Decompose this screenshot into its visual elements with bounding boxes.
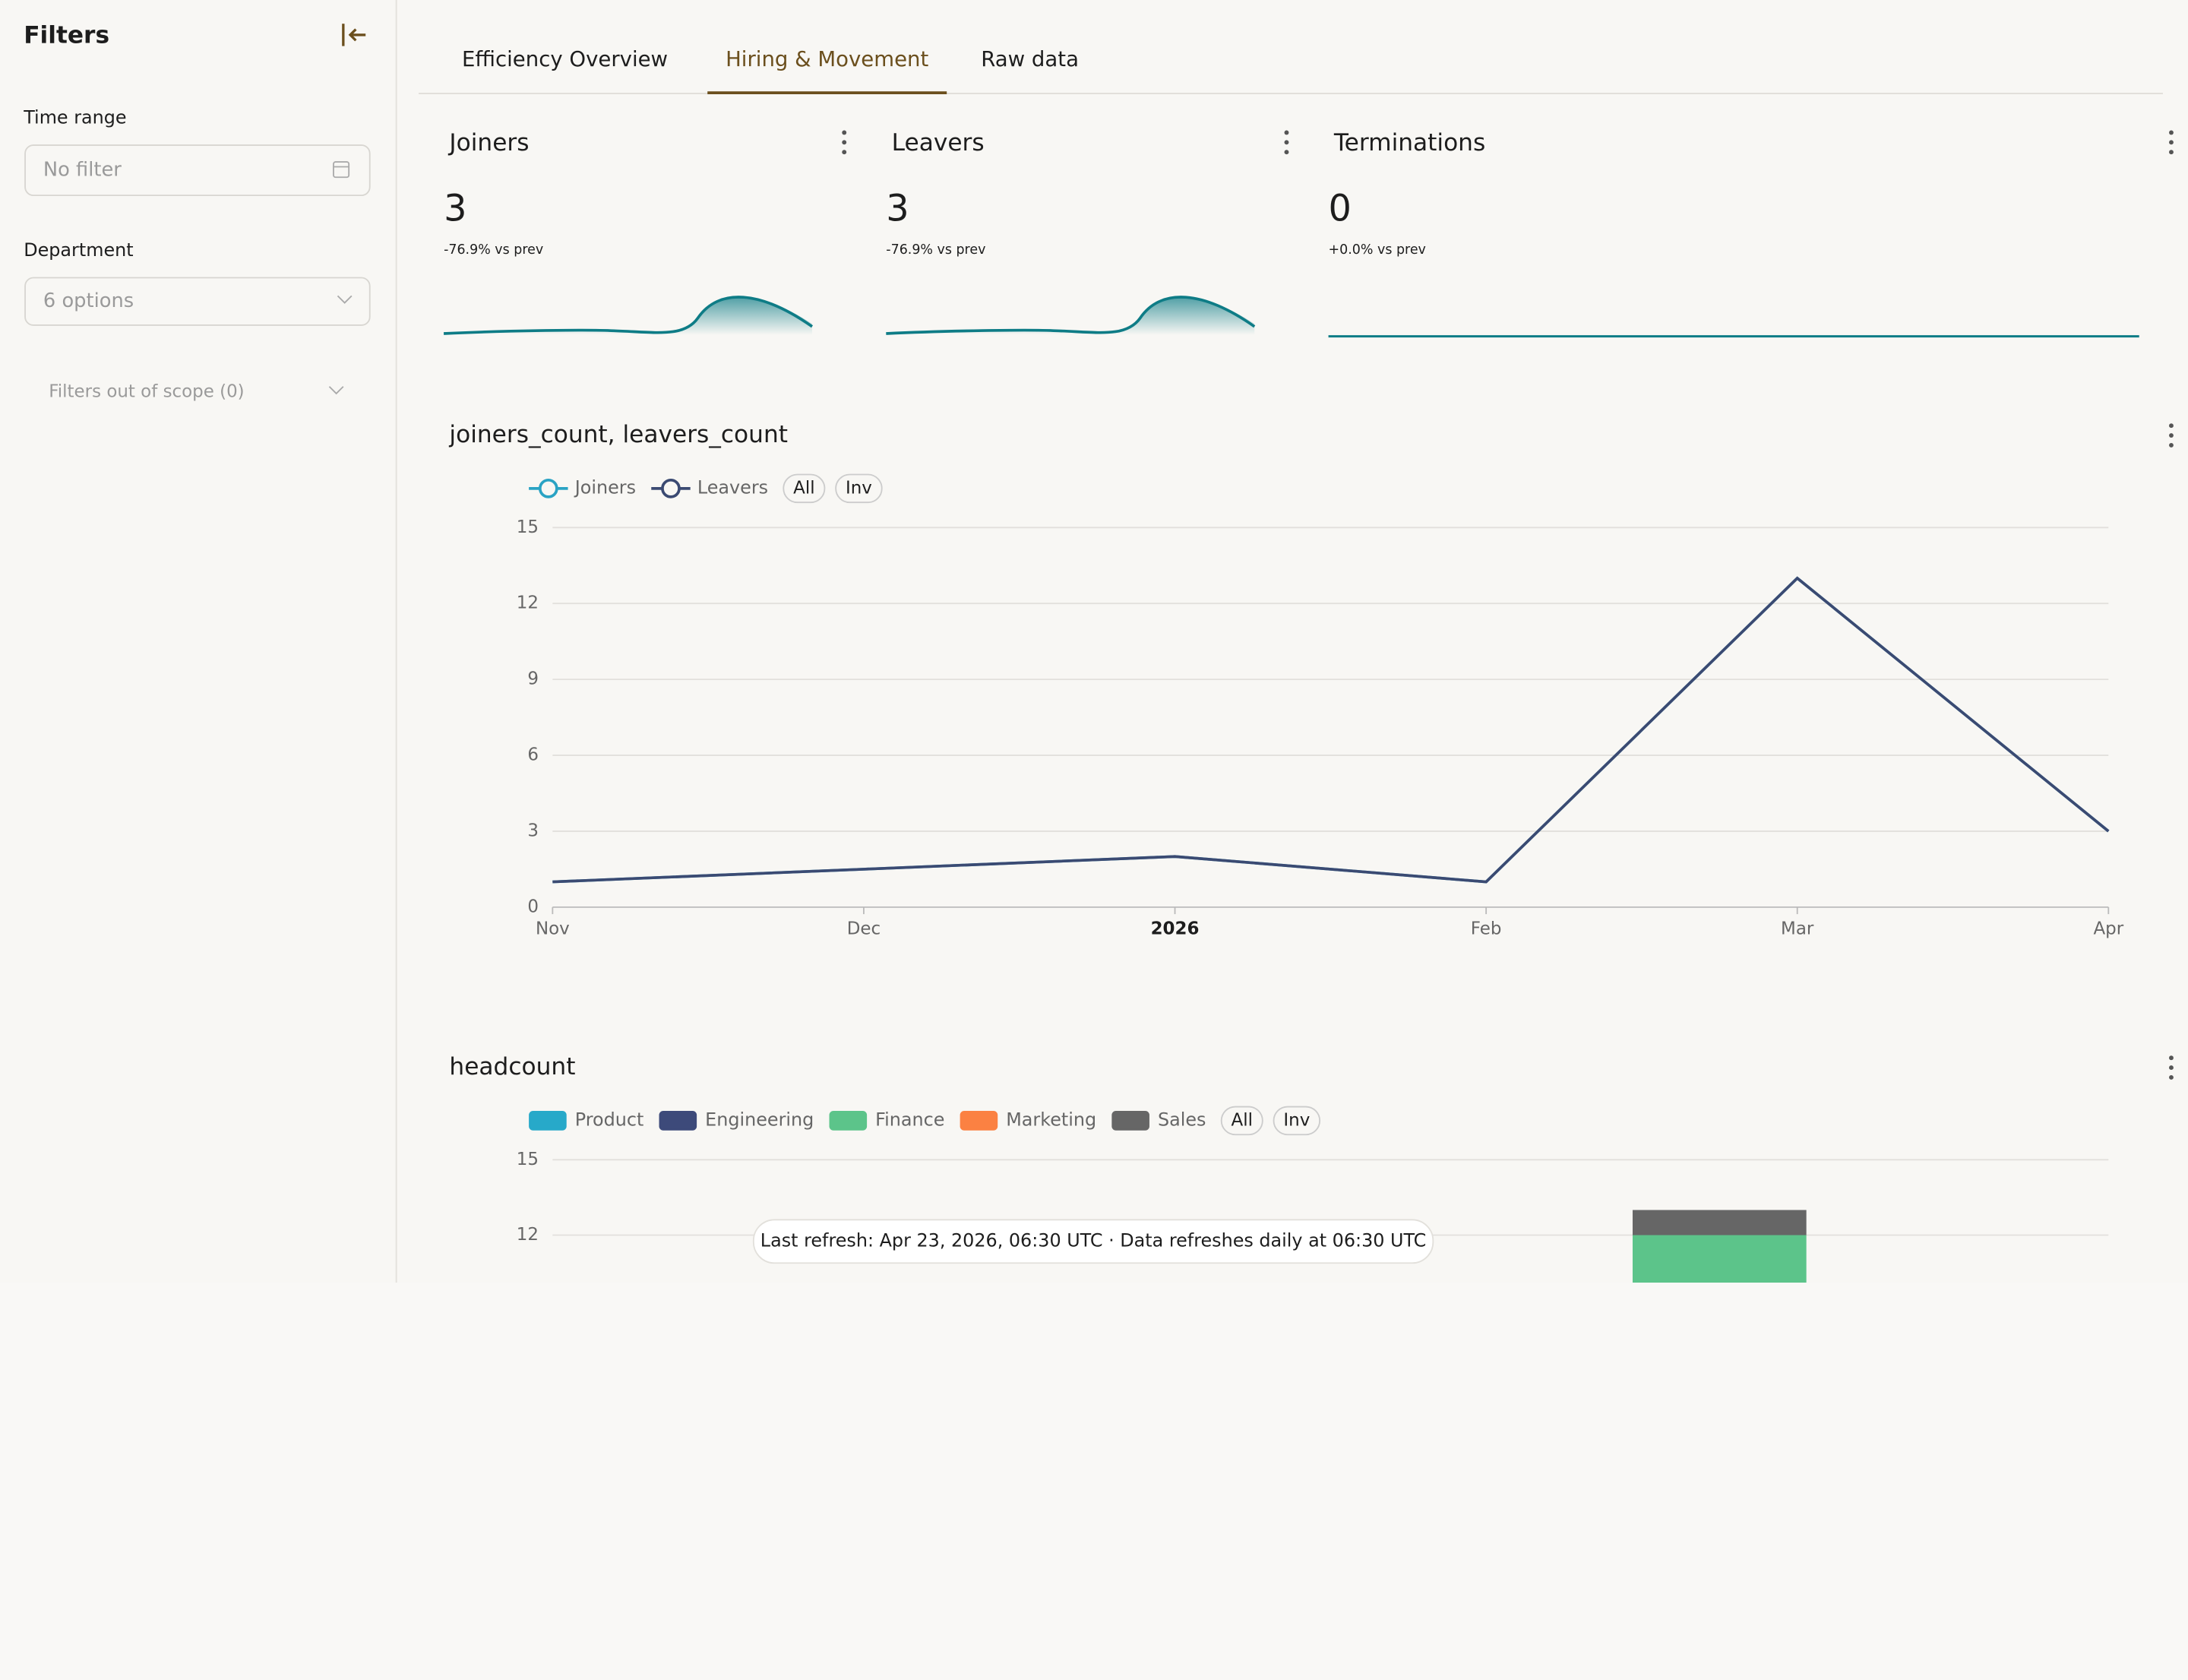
x-tick-label: Mar	[1781, 919, 1814, 939]
menu-dot[interactable]	[842, 150, 847, 155]
legend-swatch	[529, 1111, 567, 1131]
y-tick-label: 15	[517, 517, 539, 537]
legend-marker	[661, 479, 681, 498]
menu-dot[interactable]	[842, 140, 847, 145]
legend-swatch	[829, 1111, 868, 1131]
y-tick-label: 6	[527, 745, 539, 765]
menu-dot[interactable]	[2169, 433, 2174, 438]
legend-swatch	[1111, 1111, 1149, 1131]
series-line	[552, 576, 2110, 884]
legend-swatch	[960, 1111, 998, 1131]
tab[interactable]: Hiring & Movement	[726, 47, 928, 71]
x-tick-label: 2026	[1151, 919, 1200, 939]
legend-label[interactable]: Finance	[875, 1109, 944, 1130]
legend-button[interactable]	[835, 473, 883, 504]
chart-title: headcount	[449, 1053, 575, 1080]
legend-button-label[interactable]: All	[793, 478, 814, 498]
legend-label[interactable]: Product	[575, 1109, 644, 1130]
legend-marker	[538, 479, 558, 498]
chevron	[328, 386, 344, 395]
legend-button-label[interactable]: Inv	[1283, 1110, 1310, 1130]
menu-dot[interactable]	[2169, 1075, 2174, 1080]
chart-title: joiners_count, leavers_count	[448, 421, 788, 448]
legend-swatch	[659, 1111, 697, 1131]
menu-dot[interactable]	[842, 130, 847, 135]
legend-button-label[interactable]: Inv	[846, 478, 872, 498]
kpi-value: 3	[444, 188, 466, 229]
kpi-title: Leavers	[892, 129, 985, 157]
legend-label[interactable]: Leavers	[697, 476, 768, 498]
legend-button-label[interactable]: All	[1232, 1110, 1253, 1130]
menu-dot[interactable]	[2169, 140, 2174, 145]
x-tick-label: Apr	[2093, 919, 2123, 939]
menu-dot[interactable]	[2169, 442, 2174, 448]
kpi-row: Joiners 3 -76.9% vs prev Leavers 3 -76.9% vs …	[444, 129, 2174, 258]
y-tick-label: 0	[527, 897, 539, 916]
menu-dot[interactable]	[2169, 1065, 2174, 1071]
menu-dot[interactable]	[1284, 130, 1289, 135]
tab[interactable]: Efficiency Overview	[462, 47, 668, 71]
time-range-label: Time range	[23, 107, 126, 128]
charts: joiners_count, leavers_count Joiners Leave…	[448, 421, 2174, 1283]
kpi-title: Terminations	[1333, 129, 1485, 157]
kpi-value: 3	[886, 188, 909, 229]
y-tick-label: 12	[517, 1225, 539, 1245]
legend-label[interactable]: Marketing	[1006, 1109, 1096, 1130]
kpi-delta: +0.0% vs prev	[1329, 242, 1426, 258]
legend-label[interactable]: Joiners	[574, 476, 636, 498]
kpi-delta: -76.9% vs prev	[444, 242, 543, 258]
department-select[interactable]	[24, 277, 371, 326]
tabs: Efficiency Overview Hiring & Movement Raw …	[462, 47, 1079, 94]
collapse-button[interactable]	[342, 24, 366, 46]
x-tick-label: Dec	[847, 919, 881, 939]
time-range-input[interactable]	[24, 144, 371, 197]
menu-dot[interactable]	[1284, 150, 1289, 155]
bar-segment	[1632, 1210, 1807, 1235]
tab[interactable]: Raw data	[981, 47, 1079, 71]
y-tick-label: 12	[517, 593, 539, 613]
legend-button[interactable]	[1220, 1106, 1263, 1136]
legend-label[interactable]: Sales	[1158, 1109, 1206, 1130]
legend-button[interactable]	[783, 473, 826, 504]
menu-dot[interactable]	[2169, 150, 2174, 155]
calendar-icon	[333, 161, 350, 179]
x-tick-label: Nov	[536, 919, 570, 939]
y-tick-label: 3	[527, 821, 539, 840]
legend-button[interactable]	[1273, 1106, 1321, 1136]
app-background	[0, 0, 2188, 1283]
y-tick-label: 15	[517, 1150, 539, 1169]
refresh-pill	[752, 1219, 1434, 1264]
y-tick-label: 9	[527, 669, 539, 689]
menu-dot[interactable]	[1284, 140, 1289, 145]
out-of-scope[interactable]: Filters out of scope (0)	[49, 382, 244, 402]
bar-segment	[1632, 1235, 1807, 1283]
x-tick-label: Feb	[1471, 919, 1502, 939]
menu-dot[interactable]	[2169, 130, 2174, 135]
menu-dot[interactable]	[2169, 423, 2174, 429]
chevron	[337, 295, 353, 304]
department-placeholder: 6 options	[43, 289, 134, 312]
kpi-value: 0	[1329, 188, 1352, 229]
menu-dot[interactable]	[2169, 1055, 2174, 1061]
kpi-title: Joiners	[447, 129, 529, 157]
kpi-delta: -76.9% vs prev	[886, 242, 985, 258]
legend-label[interactable]: Engineering	[705, 1109, 814, 1130]
sidebar-title: Filters	[24, 22, 109, 49]
refresh-note: Last refresh: Apr 23, 2026, 06:30 UTC · …	[760, 1229, 1427, 1251]
time-range-placeholder: No filter	[43, 159, 122, 182]
sparklines	[443, 296, 2139, 338]
department-label: Department	[24, 239, 133, 261]
